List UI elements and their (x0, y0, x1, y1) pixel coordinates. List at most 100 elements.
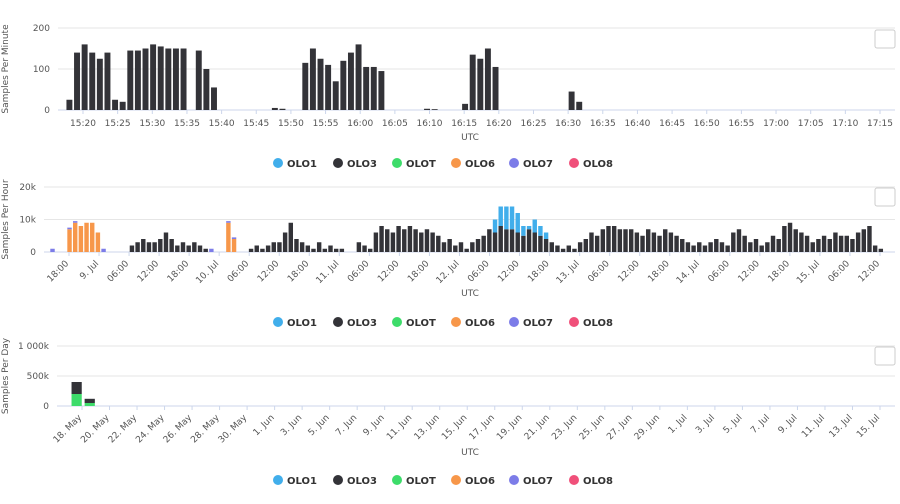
bar-olo3[interactable] (492, 66, 499, 110)
bar-olo1[interactable] (538, 226, 543, 236)
bar-olo3[interactable] (127, 50, 134, 110)
bar-olo7[interactable] (231, 237, 237, 239)
legend-item-olot[interactable]: OLOT (406, 159, 436, 170)
bar-olo7[interactable] (226, 221, 231, 223)
bar-olo3[interactable] (844, 235, 849, 252)
bar-olo3[interactable] (390, 232, 396, 253)
bar-olo3[interactable] (572, 248, 577, 252)
bar-olo3[interactable] (180, 48, 187, 111)
legend-swatch-olo3[interactable] (333, 317, 343, 327)
bar-olo3[interactable] (322, 248, 328, 252)
bar-olo6[interactable] (84, 222, 89, 252)
bar-olo3[interactable] (492, 232, 498, 253)
bar-olo3[interactable] (680, 239, 685, 252)
bar-olo3[interactable] (407, 226, 413, 252)
bar-olo3[interactable] (462, 103, 469, 110)
bar-olo3[interactable] (589, 232, 594, 253)
legend-swatch-olo1[interactable] (273, 158, 283, 168)
bar-olo3[interactable] (674, 235, 679, 252)
bar-olo3[interactable] (532, 232, 537, 253)
bar-olo3[interactable] (104, 52, 111, 110)
bar-olo3[interactable] (316, 242, 322, 252)
bar-olo3[interactable] (484, 48, 491, 111)
bar-olo7[interactable] (101, 248, 106, 252)
bar-olo3[interactable] (373, 232, 379, 253)
bar-olo3[interactable] (424, 229, 430, 252)
bar-olo3[interactable] (810, 242, 815, 252)
bar-olo3[interactable] (135, 242, 140, 252)
bar-olo3[interactable] (543, 239, 549, 252)
legend-item-olo3[interactable]: OLO3 (347, 476, 377, 487)
bar-olo3[interactable] (487, 229, 492, 252)
bar-olo3[interactable] (195, 50, 202, 110)
bar-olo3[interactable] (424, 108, 431, 110)
bar-olo3[interactable] (299, 242, 305, 252)
bar-olo3[interactable] (833, 232, 838, 253)
bar-olo3[interactable] (594, 235, 600, 252)
bar-olo3[interactable] (66, 99, 73, 110)
bar-olo3[interactable] (708, 242, 713, 252)
bar-olo3[interactable] (770, 235, 776, 252)
bar-olo3[interactable] (645, 229, 651, 252)
legend-item-olo8[interactable]: OLO8 (583, 476, 613, 487)
legend-swatch-olo7[interactable] (509, 158, 519, 168)
bar-olo3[interactable] (328, 245, 333, 253)
bar-olo3[interactable] (71, 382, 82, 394)
bar-olo3[interactable] (850, 239, 855, 252)
bar-olo6[interactable] (67, 229, 72, 252)
bar-olo3[interactable] (158, 239, 163, 252)
bar-olo3[interactable] (748, 242, 753, 252)
bar-olo6[interactable] (90, 222, 95, 252)
bar-olo3[interactable] (430, 232, 435, 253)
bar-olo3[interactable] (385, 229, 390, 252)
bar-olo3[interactable] (628, 229, 634, 252)
bar-olo3[interactable] (146, 242, 152, 252)
bar-olo3[interactable] (129, 245, 135, 253)
bar-olo3[interactable] (192, 242, 197, 252)
bar-olo3[interactable] (180, 242, 186, 252)
bar-olo7[interactable] (50, 248, 55, 252)
bar-olo3[interactable] (402, 229, 407, 252)
bar-olo3[interactable] (317, 58, 324, 110)
bar-olo3[interactable] (606, 226, 611, 252)
bar-olo3[interactable] (112, 99, 119, 110)
legend-item-olo8[interactable]: OLO8 (583, 159, 613, 170)
legend-item-olo3[interactable]: OLO3 (347, 318, 377, 329)
bar-olo3[interactable] (363, 66, 370, 110)
bar-olo3[interactable] (254, 245, 259, 253)
bar-olo3[interactable] (827, 239, 832, 252)
bar-olo3[interactable] (356, 242, 362, 252)
bar-olo3[interactable] (475, 239, 481, 252)
legend-swatch-olo6[interactable] (451, 158, 461, 168)
legend-item-olo7[interactable]: OLO7 (523, 318, 553, 329)
bar-olo3[interactable] (600, 229, 606, 252)
bar-olo3[interactable] (355, 44, 362, 110)
bar-olo3[interactable] (731, 232, 736, 253)
bar-olo3[interactable] (157, 46, 164, 110)
bar-olot[interactable] (84, 403, 95, 406)
bar-olo1[interactable] (509, 206, 515, 230)
legend-item-olot[interactable]: OLOT (406, 318, 436, 329)
bar-olo7[interactable] (67, 227, 72, 230)
legend-item-olo3[interactable]: OLO3 (347, 159, 377, 170)
bar-olo3[interactable] (141, 239, 146, 252)
legend-item-olo1[interactable]: OLO1 (287, 476, 317, 487)
legend-item-olot[interactable]: OLOT (406, 476, 436, 487)
bar-olo3[interactable] (81, 44, 88, 110)
bar-olo3[interactable] (152, 242, 157, 252)
legend-swatch-olot[interactable] (392, 158, 402, 168)
bar-olo3[interactable] (651, 232, 657, 253)
legend-item-olo6[interactable]: OLO6 (465, 476, 495, 487)
bar-olo1[interactable] (543, 232, 549, 240)
bar-olo1[interactable] (515, 213, 520, 233)
bar-olo3[interactable] (470, 242, 475, 252)
bar-olo3[interactable] (576, 101, 583, 110)
bar-olo3[interactable] (309, 48, 316, 111)
bar-olo3[interactable] (277, 242, 282, 252)
bar-olo3[interactable] (458, 242, 464, 252)
legend-swatch-olo3[interactable] (333, 475, 343, 485)
bar-olo3[interactable] (787, 222, 793, 252)
legend-swatch-olot[interactable] (392, 475, 402, 485)
bar-olo3[interactable] (867, 226, 872, 252)
bar-olo3[interactable] (526, 229, 532, 252)
